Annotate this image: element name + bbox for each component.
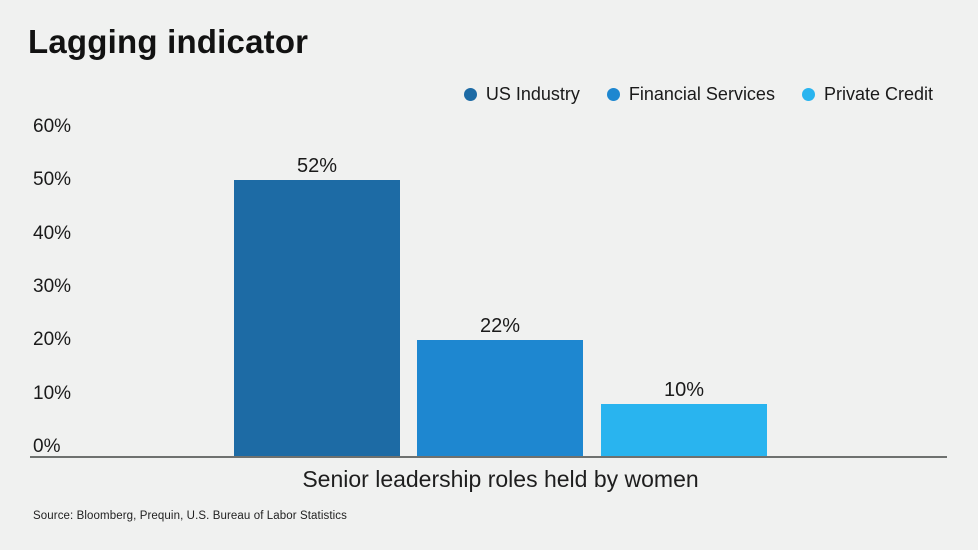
y-tick-label-30: 30% [33, 276, 72, 297]
legend-item-private-credit: Private Credit [801, 84, 933, 105]
chart-title: Lagging indicator [28, 23, 309, 60]
y-tick-label-40: 40% [33, 222, 72, 244]
legend-dot-icon [801, 88, 815, 101]
bar-us-industry [234, 180, 400, 457]
bar-value-label-financial-services: 22% [479, 315, 521, 337]
y-tick-label-20: 20% [33, 329, 72, 351]
legend-label: US Industry [485, 84, 580, 104]
y-tick-label-0: 0% [33, 436, 61, 457]
bar-value-label-private-credit: 10% [663, 379, 705, 401]
bar-financial-services [417, 340, 583, 457]
x-axis-line [30, 456, 947, 458]
legend-label: Financial Services [628, 84, 775, 104]
y-tick-label-10: 10% [33, 382, 72, 404]
legend: US Industry Financial Services Private Cre… [463, 84, 933, 105]
y-tick-label-50: 50% [33, 169, 72, 191]
y-tick-label-60: 60% [33, 116, 72, 137]
source-note: Source: Bloomberg, Prequin, U.S. Bureau … [33, 510, 348, 522]
legend-dot-icon [463, 88, 477, 101]
x-axis-title: Senior leadership roles held by women [302, 466, 699, 492]
legend-item-us-industry: US Industry [463, 84, 580, 105]
legend-dot-icon [606, 88, 620, 101]
legend-label: Private Credit [823, 84, 933, 104]
bar-value-label-us-industry: 52% [296, 155, 338, 177]
bar-private-credit [601, 404, 767, 457]
legend-item-financial-services: Financial Services [606, 84, 775, 105]
